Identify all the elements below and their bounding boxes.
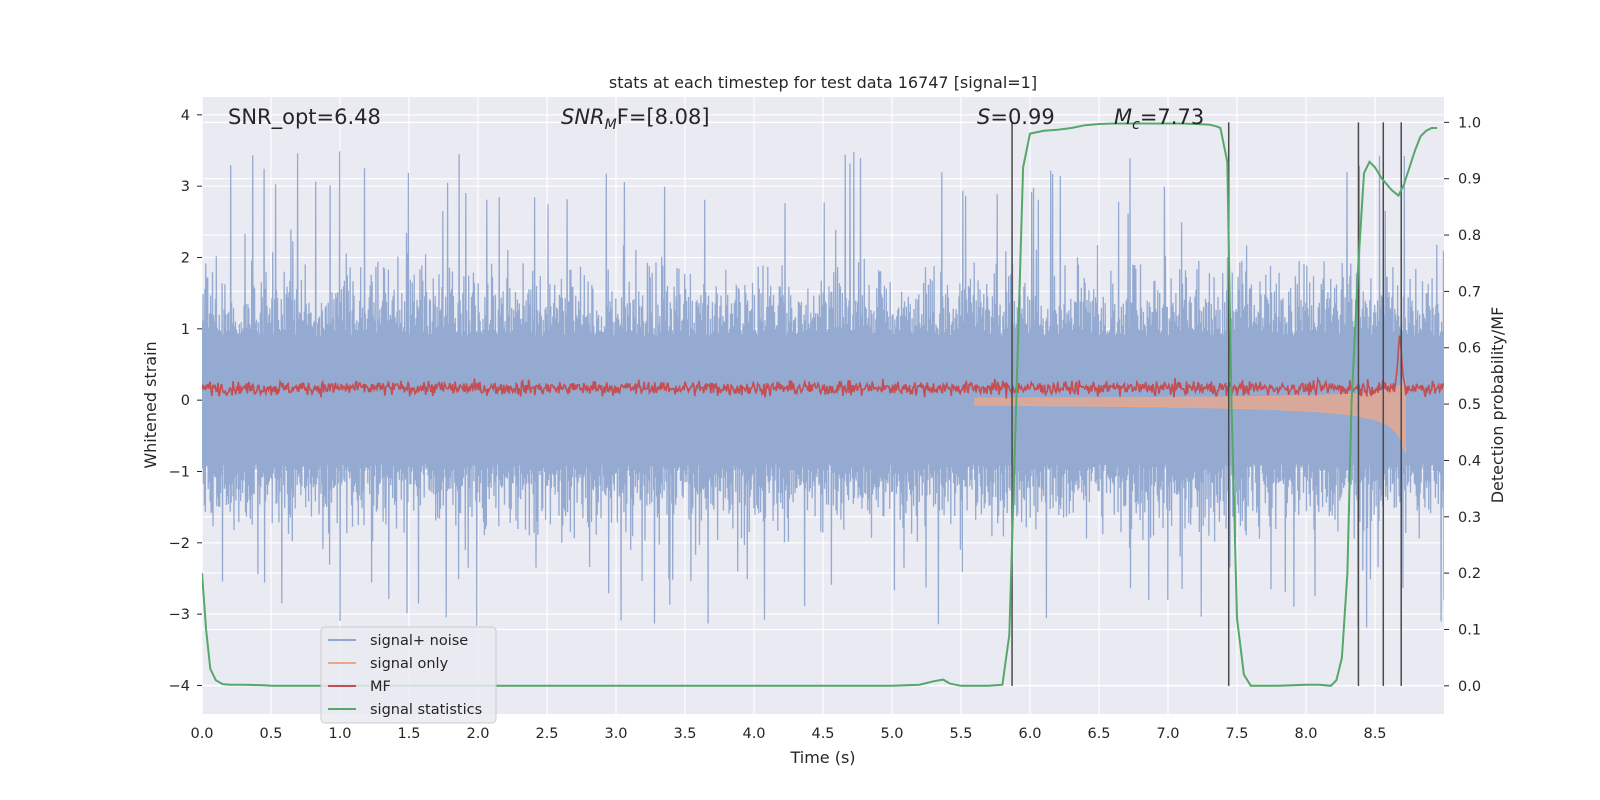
- axes: 0.0 0.5 1.0 1.5 2.0 2.5 3.0 3.5 4.0 4.5 5.0 5.5 6.0 6…: [169, 108, 1481, 742]
- x-tick-label: 5.0: [880, 726, 903, 742]
- y-right-tick-label: 0.2: [1458, 566, 1481, 582]
- y-right-tick-label: 1.0: [1458, 115, 1481, 131]
- x-tick-label: 8.5: [1363, 726, 1386, 742]
- x-tick-label: 2.0: [466, 726, 489, 742]
- mc-sub: c: [1132, 117, 1140, 133]
- mc-rest: =7.73: [1140, 105, 1204, 129]
- y-right-tick-label: 0.3: [1458, 510, 1481, 526]
- y-left-tick-label: 0: [181, 393, 190, 409]
- legend-label-signal-only: signal only: [370, 656, 449, 672]
- snr-mf-rest: F=[8.08]: [617, 105, 710, 129]
- signal-noise-series: [202, 151, 1444, 628]
- s-rest: =0.99: [990, 105, 1054, 129]
- x-tick-label: 6.0: [1018, 726, 1041, 742]
- x-tick-label: 8.0: [1294, 726, 1317, 742]
- y-right-tick-label: 0.1: [1458, 622, 1481, 638]
- data-layer: [202, 122, 1444, 687]
- signal-statistics-series: [202, 122, 1438, 687]
- signal-only-series: [974, 377, 1406, 454]
- x-tick-label: 7.5: [1225, 726, 1248, 742]
- y-right-tick-label: 0.6: [1458, 341, 1481, 357]
- mc-label: M: [1114, 105, 1132, 129]
- x-axis-label: Time (s): [789, 748, 855, 767]
- y-right-tick-label: 0.5: [1458, 397, 1481, 413]
- legend-label-signal-noise: signal+ noise: [370, 633, 468, 649]
- annotation-snr-mf: SNRMF=[8.08]: [561, 105, 710, 133]
- x-tick-label: 5.5: [949, 726, 972, 742]
- y-right-tick-label: 0.0: [1458, 679, 1481, 695]
- annotation-mc: Mc=7.73: [1114, 105, 1204, 133]
- y-left-tick-label: 1: [181, 322, 190, 338]
- s-label: S: [977, 105, 990, 129]
- x-tick-label: 2.5: [535, 726, 558, 742]
- x-tick-label: 1.5: [397, 726, 420, 742]
- snr-mf-label: SNR: [561, 105, 605, 129]
- chart-title: stats at each timestep for test data 167…: [609, 73, 1037, 92]
- legend-label-signal-statistics: signal statistics: [370, 702, 482, 718]
- y-right-tick-label: 0.7: [1458, 284, 1481, 300]
- x-tick-label: 6.5: [1087, 726, 1110, 742]
- legend: signal+ noise signal only MF signal stat…: [320, 626, 497, 724]
- y-left-tick-label: 4: [181, 108, 190, 124]
- x-tick-label: 3.0: [604, 726, 627, 742]
- x-tick-label: 4.0: [742, 726, 765, 742]
- y-left-tick-label: −2: [169, 536, 190, 552]
- y-axis-label-right: Detection probability/MF: [1488, 307, 1507, 504]
- x-tick-label: 7.0: [1156, 726, 1179, 742]
- legend-label-mf: MF: [370, 679, 391, 695]
- y-left-tick-label: −4: [169, 678, 190, 694]
- mf-series: [202, 335, 1444, 399]
- x-tick-label: 0.0: [190, 726, 213, 742]
- annotation-s: S=0.99: [977, 105, 1055, 129]
- x-tick-label: 4.5: [811, 726, 834, 742]
- y-right-tick-label: 0.4: [1458, 453, 1481, 469]
- x-tick-label: 3.5: [673, 726, 696, 742]
- legend-box: [320, 626, 497, 724]
- y-axis-label-left: Whitened strain: [141, 341, 160, 468]
- y-left-tick-label: 2: [181, 250, 190, 266]
- annotation-snr-opt: SNR_opt=6.48: [228, 105, 381, 130]
- y-left-tick-label: −3: [169, 607, 190, 623]
- y-left-tick-label: −1: [169, 464, 190, 480]
- y-right-tick-label: 0.8: [1458, 228, 1481, 244]
- y-left-tick-label: 3: [181, 179, 190, 195]
- x-tick-label: 0.5: [259, 726, 282, 742]
- y-right-tick-label: 0.9: [1458, 172, 1481, 188]
- x-tick-label: 1.0: [328, 726, 351, 742]
- snr-mf-sub: M: [605, 117, 617, 133]
